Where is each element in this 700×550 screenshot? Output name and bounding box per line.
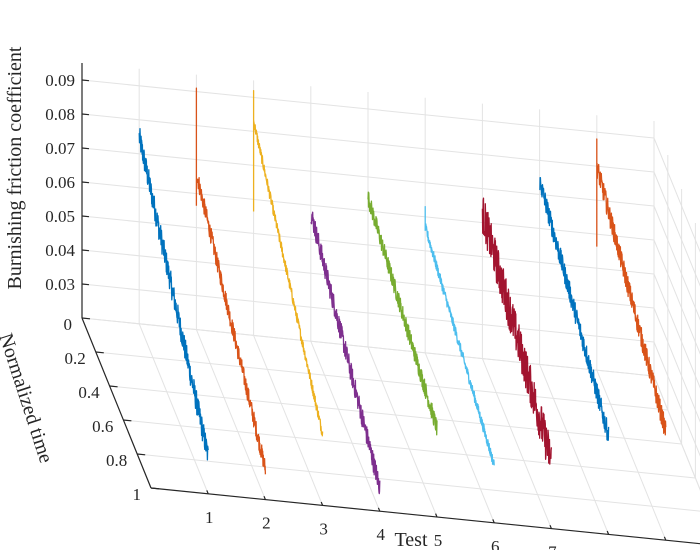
x-tick-label: 7 [548,543,557,550]
side-wall-grid-line [653,341,700,457]
x-tick-mark [663,536,667,541]
x-tick-label: 8 [605,548,614,550]
y-tick-mark [81,317,91,320]
y-tick-mark [150,487,160,490]
z-tick-mark [81,181,90,184]
z-tick-label: 0.04 [45,241,75,260]
x-tick-mark [263,495,266,500]
y-tick-mark [123,419,132,422]
series-test-5 [367,191,438,436]
floor-grid-line [195,329,266,500]
floor-grid-line [539,364,610,535]
side-wall-grid-line [653,239,700,355]
z-tick-mark [81,113,90,116]
y-axis-label: Normalized time [0,331,57,466]
side-wall-grid-line [653,137,700,253]
y-tick-label: 0.6 [92,417,113,436]
x-tick-label: 6 [491,537,500,550]
x-axis-label: Test [394,529,427,550]
x-tick-mark [377,507,381,512]
z-tick-mark [81,215,90,218]
floor-grid-line [481,358,552,529]
floor-grid-line [424,352,495,523]
z-tick-label: 0.08 [45,105,75,124]
floor-grid-line [310,341,381,512]
series-test-8 [539,176,610,442]
z-tick-mark [81,283,90,286]
x-tick-mark [206,490,209,495]
z-tick-label: 0.03 [45,275,75,294]
x-tick-label: 2 [262,514,271,533]
floor-grid-line [138,323,209,494]
x-tick-mark [320,501,324,506]
side-wall-grid-line [653,205,700,321]
series-test-4 [310,211,381,495]
tick-layer: 0.03 0.04 0.05 0.06 0.07 0.08 0.09 0 0.2 0.4 0.6 0.… [45,71,667,550]
y-tick-label: 0.4 [78,383,100,402]
x-tick-mark [549,524,552,529]
z-tick-mark [81,147,90,150]
series-test-9 [596,138,667,436]
x-tick-label: 5 [434,531,443,550]
floor-grid-line [109,385,682,445]
series-test-3 [252,89,324,437]
series-test-2 [195,87,267,475]
floor-grid-line [95,351,668,411]
floor-grid-line [596,370,667,541]
floor-grid-line [137,453,700,512]
y-tick-label: 0 [64,315,73,334]
side-wall-grid-line [653,171,700,287]
y-tick-mark [109,385,118,388]
z-axis-label: Burnishing friction coefficient [4,46,26,289]
series-test-7 [481,197,553,465]
floor-grid-line [123,419,696,479]
floor-grid-line [253,335,324,506]
series-test-6 [424,205,495,466]
z-tick-label: 0.09 [45,71,75,90]
side-wall-grid-line [653,375,700,491]
y-tick-mark [137,453,146,456]
z-tick-label: 0.05 [45,207,75,226]
z-tick-mark [81,249,90,252]
z-tick-label: 0.06 [45,173,75,192]
x-tick-mark [606,530,610,535]
y-tick-label: 1 [133,485,142,504]
y-tick-label: 0.2 [65,349,86,368]
series-test-1 [138,128,209,461]
y-tick-mark [95,351,104,354]
side-wall-grid-line [653,273,700,389]
series-layer [138,87,667,495]
side-wall-grid-line [653,307,700,423]
x-tick-label: 1 [205,508,214,527]
x-tick-mark [435,513,438,518]
x-tick-label: 3 [319,519,328,538]
grid-layer [81,63,700,545]
x-tick-label: 4 [377,525,386,544]
y-axis-line [81,317,152,489]
y-tick-label: 0.8 [106,451,127,470]
z-tick-label: 0.07 [45,139,75,158]
floor-grid-line [653,375,700,491]
x-tick-mark [492,519,495,524]
floor-grid-line [367,346,438,518]
z-tick-mark [81,79,90,82]
